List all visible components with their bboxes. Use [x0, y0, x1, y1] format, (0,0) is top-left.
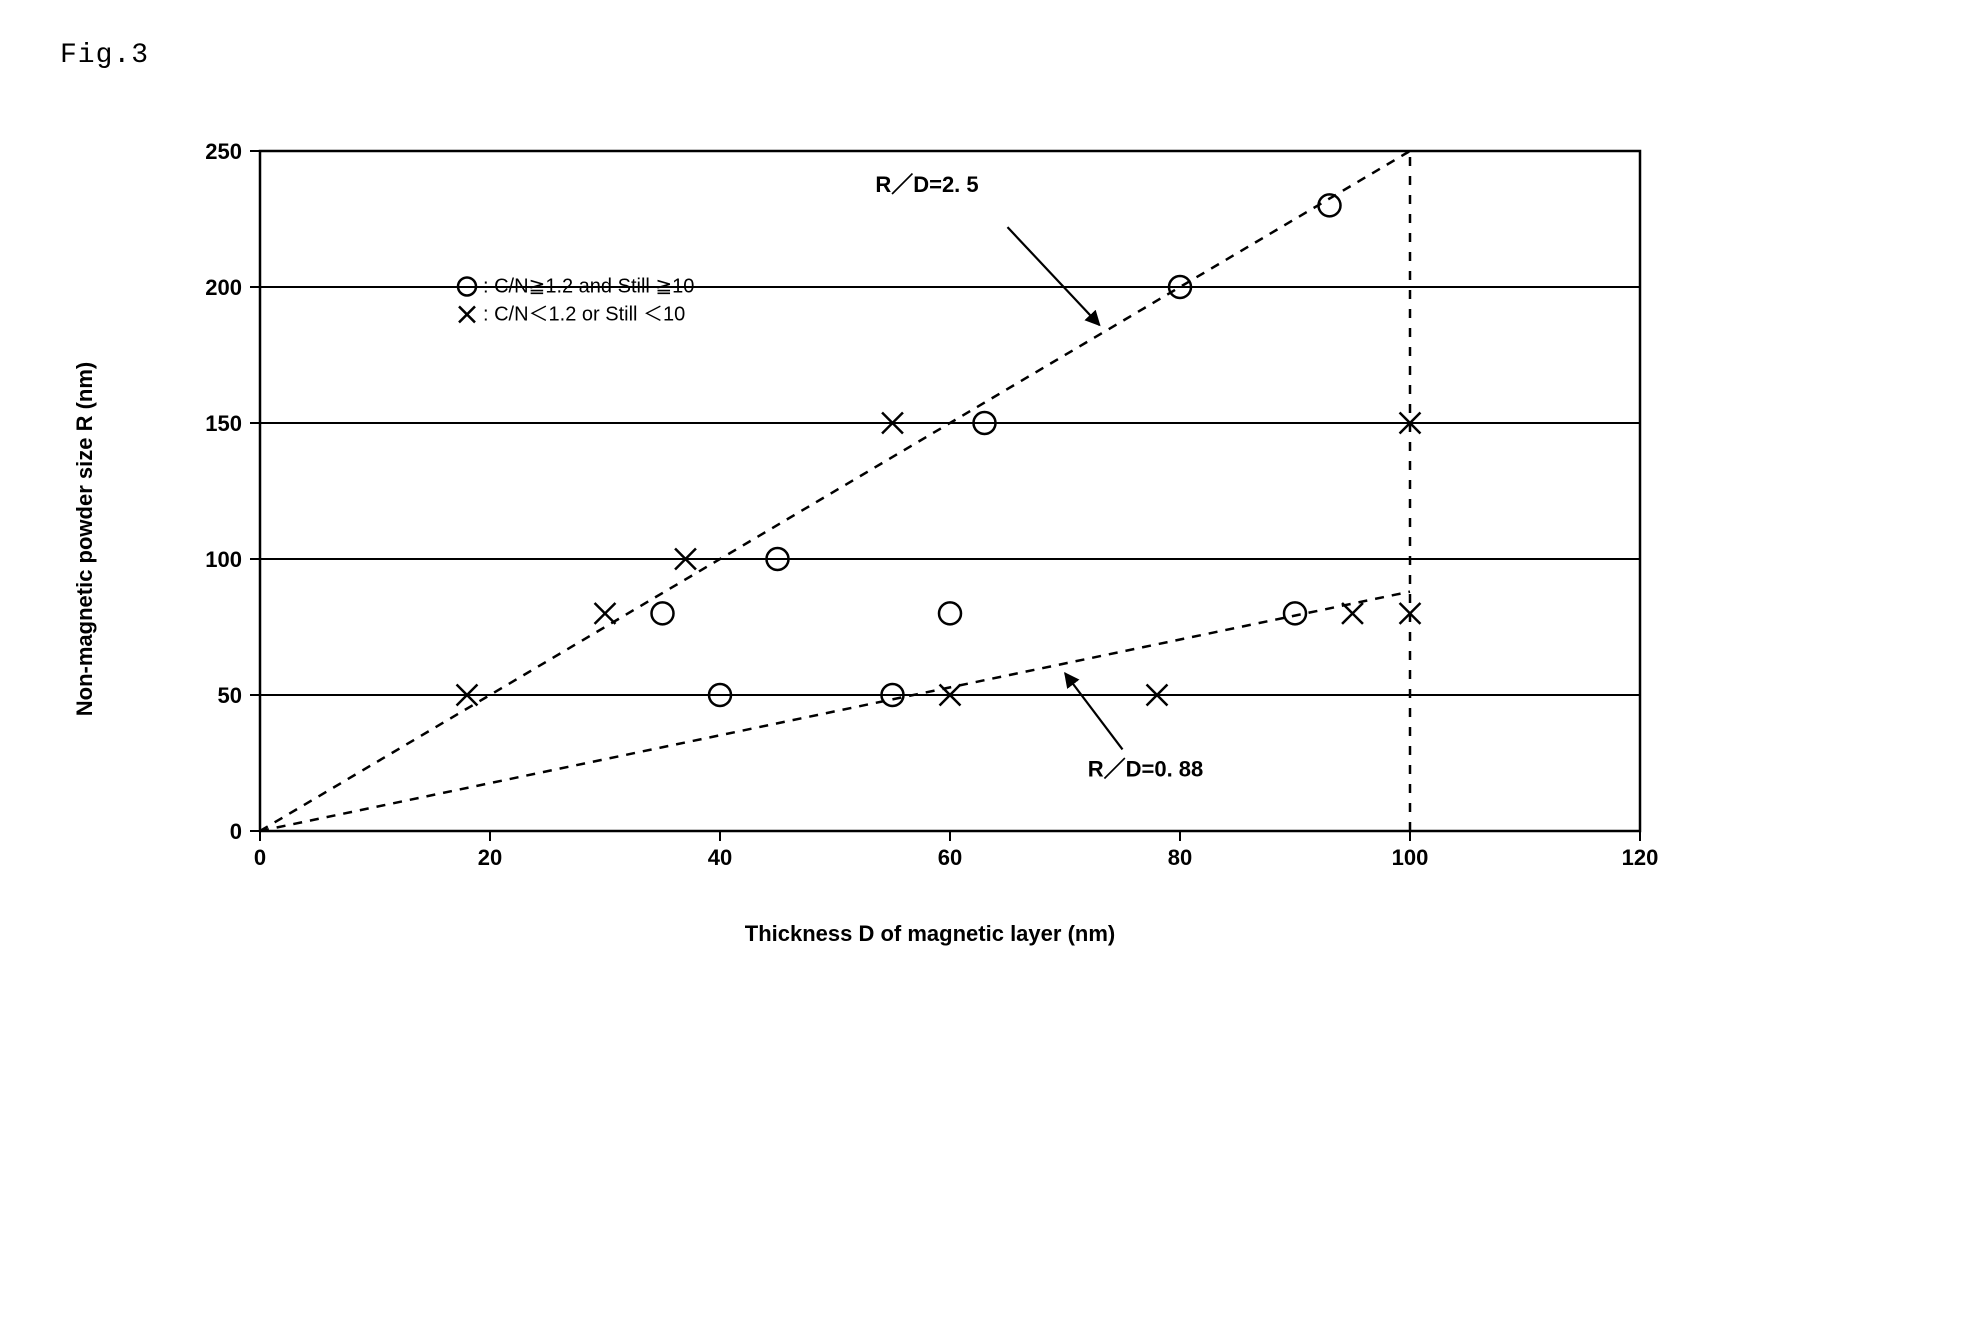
y-tick-label: 0 [230, 819, 242, 844]
x-tick-label: 20 [478, 845, 502, 870]
legend-text: : C/N≧1.2 and Still ≧10 [483, 275, 694, 297]
x-tick-label: 60 [938, 845, 962, 870]
y-tick-label: 200 [205, 275, 242, 300]
y-tick-label: 150 [205, 411, 242, 436]
x-tick-label: 80 [1168, 845, 1192, 870]
figure-label: Fig.3 [60, 40, 1925, 71]
x-tick-label: 120 [1622, 845, 1659, 870]
x-tick-label: 100 [1392, 845, 1429, 870]
ref-line-label: R／D=2. 5 [875, 172, 978, 197]
y-tick-label: 100 [205, 547, 242, 572]
x-tick-label: 0 [254, 845, 266, 870]
y-tick-label: 50 [218, 683, 242, 708]
ref-line-label: R／D=0. 88 [1088, 757, 1204, 782]
x-axis-title: Thickness D of magnetic layer (nm) [180, 921, 1680, 947]
chart-svg: R／D=2. 5 R／D=0. 88 0 20 40 60 80 100 120 0 50 100 15… [180, 131, 1680, 911]
y-tick-label: 250 [205, 139, 242, 164]
legend-text: : C/N＜1.2 or Still ＜10 [483, 303, 685, 325]
x-tick-label: 40 [708, 845, 732, 870]
y-axis-title: Non-magnetic powder size R (nm) [72, 362, 98, 716]
scatter-chart: Non-magnetic powder size R (nm) R／D=2. 5… [180, 131, 1680, 947]
